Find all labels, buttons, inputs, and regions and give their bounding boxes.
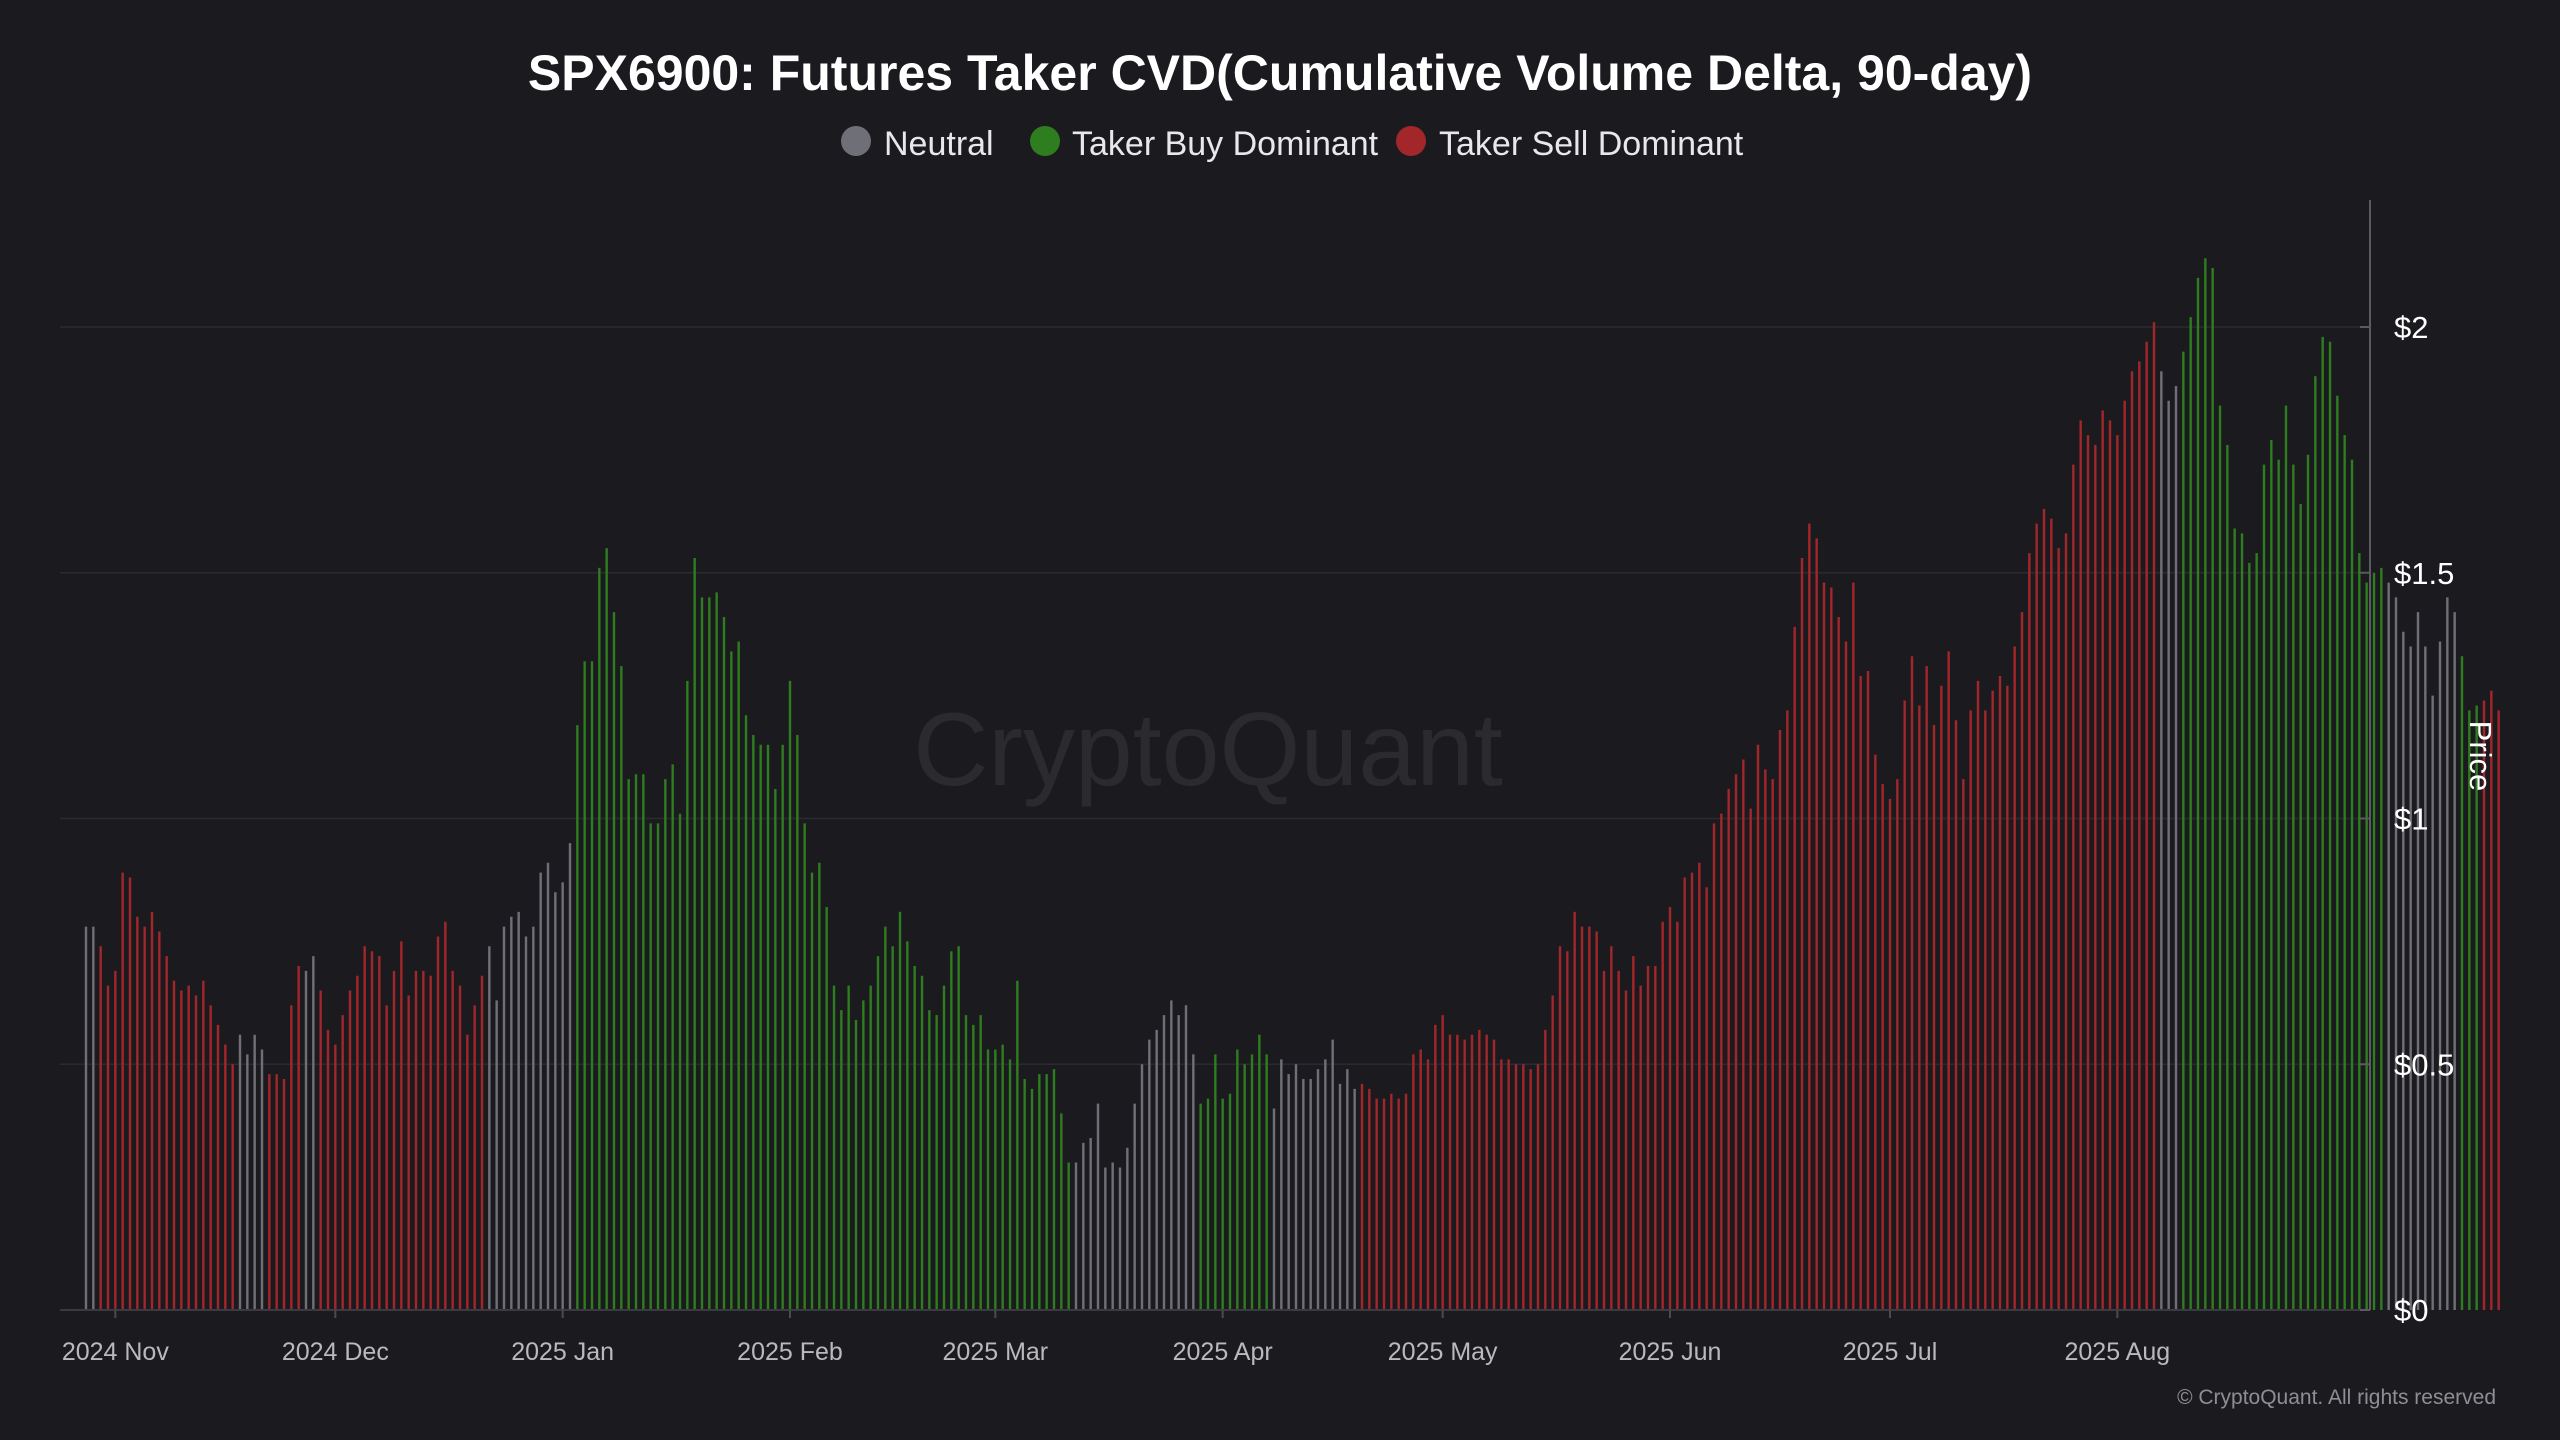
x-tick-label: 2025 Apr <box>1173 1338 1273 1366</box>
x-tick-label: 2025 Aug <box>2064 1338 2170 1366</box>
y-axis-ticks: $0 $0.5 $1 $1.5 $2 <box>2360 310 2454 1328</box>
legend-label-taker-sell: Taker Sell Dominant <box>1439 125 1744 163</box>
x-tick-label: 2025 Feb <box>737 1338 843 1366</box>
x-axis-ticks: 2024 Nov 2024 Dec 2025 Jan 2025 Feb 2025 Mar… <box>62 1310 2170 1366</box>
x-tick-label: 2024 Dec <box>282 1338 389 1366</box>
legend-label-taker-buy: Taker Buy Dominant <box>1072 125 1379 163</box>
y-tick-label: $0 <box>2394 1293 2428 1328</box>
bars <box>84 258 2500 1310</box>
legend-marker-taker-sell <box>1396 126 1426 156</box>
legend-marker-neutral <box>841 126 871 156</box>
legend-label-neutral: Neutral <box>884 125 994 163</box>
legend: Neutral Taker Buy Dominant Taker Sell Do… <box>841 125 1744 163</box>
y-axis-label: Price <box>2463 721 2498 792</box>
x-tick-label: 2025 Jun <box>1619 1338 1722 1366</box>
legend-marker-taker-buy <box>1030 126 1060 156</box>
x-tick-label: 2025 Jan <box>511 1338 614 1366</box>
y-tick-label: $1 <box>2394 802 2428 837</box>
x-tick-label: 2025 May <box>1388 1338 1498 1366</box>
y-tick-label: $1.5 <box>2394 556 2454 591</box>
x-tick-label: 2024 Nov <box>62 1338 170 1366</box>
copyright-notice: © CryptoQuant. All rights reserved <box>2177 1386 2496 1409</box>
x-tick-label: 2025 Mar <box>943 1338 1049 1366</box>
x-tick-label: 2025 Jul <box>1843 1338 1938 1366</box>
axes <box>60 200 2371 1311</box>
gridlines <box>60 326 2360 1065</box>
watermark: CryptoQuant <box>913 692 1503 808</box>
y-tick-label: $0.5 <box>2394 1047 2454 1082</box>
y-tick-label: $2 <box>2394 310 2428 345</box>
chart-title: SPX6900: Futures Taker CVD(Cumulative Vo… <box>528 45 2032 101</box>
